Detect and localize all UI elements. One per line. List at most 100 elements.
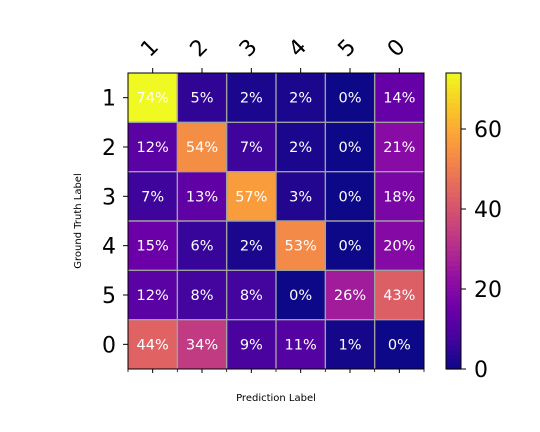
colorbar-segment: [446, 265, 461, 271]
colorbar: 0 20 40 60: [445, 72, 502, 383]
heatmap-cell: [177, 171, 227, 221]
heatmap-cell: [226, 171, 276, 221]
colorbar-segment: [446, 364, 461, 370]
heatmap-cell: [325, 171, 375, 221]
colorbar-segment: [446, 344, 461, 350]
colorbar-segment: [446, 240, 461, 247]
cell-value-label: 0%: [338, 91, 361, 107]
heatmap-cell: [374, 270, 424, 320]
heatmap-cell: [374, 221, 424, 271]
colorbar-segment: [446, 211, 461, 217]
colorbar-segment: [446, 196, 461, 202]
colorbar-frame: [445, 72, 462, 370]
colorbar-segment: [446, 339, 461, 345]
colorbar-segment: [446, 354, 461, 360]
colorbar-segment: [446, 245, 461, 252]
cell-value-label: 11%: [285, 337, 317, 353]
colorbar-segment: [446, 324, 461, 331]
cell-value-label: 14%: [383, 91, 415, 107]
cell-value-label: 3%: [289, 189, 312, 205]
colorbar-segment: [446, 171, 461, 178]
cell-value-label: 57%: [235, 189, 267, 205]
cell-value-label: 1%: [338, 337, 361, 353]
colorbar-segment: [446, 201, 461, 207]
cell-value-label: 54%: [186, 140, 218, 156]
colorbar-segment: [446, 82, 461, 89]
cell-value-label: 21%: [383, 140, 415, 156]
colorbar-segment: [446, 260, 461, 266]
heatmap-cell: [128, 221, 178, 271]
cell-value-label: 0%: [388, 337, 411, 353]
colorbar-segment: [446, 304, 461, 311]
colorbar-segment: [446, 181, 461, 188]
cell-value-label: 74%: [137, 91, 169, 107]
colorbar-segment: [446, 319, 461, 326]
heatmap-cell: [128, 319, 178, 369]
heatmap-cell: [276, 221, 326, 271]
x-tick-label: 1: [136, 35, 164, 63]
x-tick-label: 5: [334, 35, 362, 63]
cell-value-label: 26%: [334, 288, 366, 304]
colorbar-tick-label: 0: [474, 358, 488, 383]
colorbar-segment: [446, 349, 461, 355]
cell-value-label: 0%: [289, 288, 312, 304]
heatmap-cell: [325, 319, 375, 369]
heatmap-cell: [374, 122, 424, 172]
cell-value-label: 2%: [240, 91, 263, 107]
heatmap-cell: [325, 73, 375, 123]
cell-value-label: 0%: [338, 239, 361, 255]
heatmap-cell: [325, 221, 375, 271]
cell-value-label: 53%: [285, 239, 317, 255]
colorbar-segment: [446, 275, 461, 281]
cell-value-label: 43%: [383, 288, 415, 304]
cell-value-label: 2%: [289, 91, 312, 107]
y-tick-label: 2: [102, 136, 116, 161]
cell-value-label: 7%: [240, 140, 263, 156]
colorbar-segment: [446, 137, 461, 143]
cell-value-label: 13%: [186, 189, 218, 205]
colorbar-tick-label: 40: [474, 198, 502, 223]
heatmap-cell: [276, 270, 326, 320]
heatmap-cell: [276, 73, 326, 123]
colorbar-segment: [446, 290, 461, 296]
colorbar-segment: [446, 280, 461, 286]
colorbar-segment: [446, 127, 461, 133]
heatmap-cell: [325, 270, 375, 320]
colorbar-segment: [446, 97, 461, 104]
colorbar-segment: [446, 77, 461, 84]
colorbar-segment: [446, 359, 461, 365]
colorbar-segment: [446, 102, 461, 109]
heatmap-cell: [128, 270, 178, 320]
heatmap-cell: [374, 171, 424, 221]
y-tick-label: 3: [102, 185, 116, 210]
colorbar-segment: [446, 225, 461, 232]
heatmap-cell: [177, 221, 227, 271]
colorbar-segment: [446, 161, 461, 168]
colorbar-tick-label: 20: [474, 278, 502, 303]
colorbar-segment: [446, 92, 461, 99]
x-tick-label: 0: [383, 35, 411, 63]
colorbar-segment: [446, 314, 461, 321]
heatmap-cell: [128, 122, 178, 172]
colorbar-segment: [446, 142, 461, 148]
heatmap-cell: [226, 221, 276, 271]
cell-value-label: 8%: [240, 288, 263, 304]
y-tick-label: 0: [102, 333, 116, 358]
cell-value-label: 44%: [137, 337, 169, 353]
colorbar-segment: [446, 216, 461, 222]
cell-value-label: 5%: [190, 91, 213, 107]
colorbar-segment: [446, 285, 461, 291]
y-tick-label: 1: [102, 87, 116, 112]
heatmap-cell: [276, 122, 326, 172]
heatmap-cell: [177, 122, 227, 172]
x-axis-label: Prediction Label: [236, 393, 316, 404]
colorbar-segment: [446, 87, 461, 94]
colorbar-segment: [446, 191, 461, 197]
colorbar-segment: [446, 270, 461, 276]
heatmap-cell: [177, 319, 227, 369]
colorbar-segment: [446, 334, 461, 340]
cell-value-label: 6%: [190, 239, 213, 255]
colorbar-segment: [446, 235, 461, 242]
cell-value-labels: 74% 5% 2% 2% 0% 14% 12% 54% 7% 2% 0% 21% 7% 13% 57% 3% 0…: [137, 91, 416, 354]
